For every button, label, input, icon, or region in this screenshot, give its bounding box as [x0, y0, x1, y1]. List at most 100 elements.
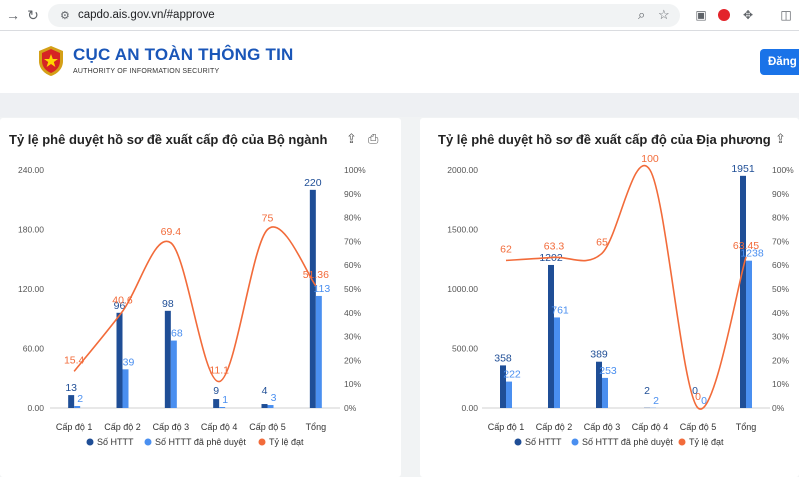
x-tick-label: Cấp độ 5	[680, 422, 717, 432]
bar-approved	[506, 381, 512, 408]
chart-title: Tỷ lệ phê duyệt hồ sơ đề xuất cấp độ của…	[438, 132, 771, 147]
y2-tick-label: 0%	[772, 403, 785, 413]
x-tick-label: Tổng	[736, 422, 757, 432]
site-info-icon[interactable]: ⚙	[60, 10, 70, 22]
bookmark-star-icon[interactable]: ☆	[658, 7, 670, 22]
bar-approved	[746, 260, 752, 408]
legend-label: Số HTTT đã phê duyệt	[582, 437, 673, 447]
chart-card-localities: Tỷ lệ phê duyệt hồ sơ đề xuất cấp độ của…	[420, 118, 799, 477]
x-tick-label: Cấp độ 4	[632, 422, 669, 432]
data-label-approved: 222	[503, 369, 521, 381]
y2-tick-label: 30%	[772, 332, 789, 342]
y-tick-label: 240.00	[18, 165, 44, 175]
y-tick-label: 60.00	[23, 344, 45, 354]
x-tick-label: Cấp độ 1	[488, 422, 525, 432]
data-label-approved: 1238	[740, 248, 764, 260]
y2-tick-label: 100%	[772, 165, 794, 175]
y2-tick-label: 40%	[772, 308, 789, 318]
data-label-total: 4	[262, 385, 268, 397]
brand-title[interactable]: CỤC AN TOÀN THÔNG TIN	[73, 45, 294, 64]
extension-icon[interactable]: ▣	[695, 8, 707, 22]
y2-tick-label: 70%	[344, 236, 361, 246]
bar-approved	[602, 377, 608, 408]
y-tick-label: 500.00	[452, 344, 478, 354]
browser-toolbar: → ↻ ⚙ capdo.ais.gov.vn/#approve ⌕ ☆ ▣ ✥ …	[0, 0, 799, 31]
x-tick-label: Cấp độ 5	[249, 422, 286, 432]
y2-tick-label: 30%	[344, 332, 361, 342]
bar-total	[309, 189, 316, 408]
bar-total	[116, 312, 123, 408]
rate-line	[73, 226, 317, 383]
data-label-rate: 0	[695, 391, 701, 403]
x-tick-label: Cấp độ 1	[56, 422, 93, 432]
legend-marker	[258, 438, 266, 446]
chart-title: Tỷ lệ phê duyệt hồ sơ đề xuất cấp độ của…	[9, 132, 328, 147]
bar-approved	[554, 317, 560, 408]
data-label-approved: 253	[599, 365, 617, 377]
legend-label: Tỷ lệ đạt	[269, 437, 304, 447]
puzzle-extensions-icon[interactable]: ✥	[742, 8, 754, 22]
y2-tick-label: 10%	[772, 379, 789, 389]
data-label-rate: 51.36	[303, 269, 329, 281]
y2-tick-label: 60%	[344, 260, 361, 270]
sidepanel-icon[interactable]: ◫	[780, 8, 792, 22]
y-tick-label: 120.00	[18, 284, 44, 294]
data-label-approved: 3	[271, 392, 277, 404]
data-label-rate: 63.3	[544, 240, 565, 252]
data-label-approved: 113	[313, 283, 330, 295]
login-button[interactable]: Đăng	[760, 49, 799, 75]
bar-approved	[219, 407, 226, 408]
y2-tick-label: 80%	[344, 213, 361, 223]
x-tick-label: Cấp độ 3	[584, 422, 621, 432]
data-label-approved: 1	[222, 394, 228, 406]
data-label-rate: 15.4	[64, 354, 85, 366]
data-label-approved: 2	[77, 393, 83, 405]
rate-line	[505, 165, 747, 410]
y2-tick-label: 0%	[344, 403, 357, 413]
share-icon[interactable]: ⇪	[346, 131, 357, 146]
url-text[interactable]: capdo.ais.gov.vn/#approve	[78, 9, 215, 21]
bar-total	[500, 365, 506, 408]
bar-approved	[315, 295, 322, 408]
y-tick-label: 1000.00	[447, 284, 478, 294]
y2-tick-label: 50%	[344, 284, 361, 294]
share-icon[interactable]: ⇪	[775, 131, 786, 146]
bar-total	[261, 404, 268, 408]
legend-label: Số HTTT	[525, 437, 562, 447]
data-label-rate: 65	[596, 236, 608, 248]
legend-label: Số HTTT	[97, 437, 134, 447]
y-tick-label: 180.00	[18, 225, 44, 235]
reload-icon[interactable]: ↻	[27, 6, 39, 23]
data-label-rate: 62	[500, 243, 512, 255]
data-label-total: 220	[304, 177, 322, 189]
data-label-total: 0	[692, 385, 698, 397]
chart-ministries: 0.00 60.00 120.00 180.00 240.00 0% 10% 20% 30% 40…	[18, 165, 366, 447]
opera-extension-icon[interactable]	[716, 7, 732, 23]
x-tick-label: Cấp độ 4	[201, 422, 238, 432]
data-label-rate: 75	[262, 213, 274, 225]
legend-label: Số HTTT đã phê duyệt	[155, 437, 246, 447]
legend-label: Tỷ lệ đạt	[689, 437, 724, 447]
data-label-rate: 11.1	[209, 365, 229, 377]
chart-card-ministries: Tỷ lệ phê duyệt hồ sơ đề xuất cấp độ của…	[0, 118, 401, 477]
bar-total	[164, 310, 171, 408]
y2-tick-label: 100%	[344, 165, 366, 175]
data-label-total: 13	[65, 382, 77, 394]
forward-icon[interactable]: →	[6, 7, 20, 23]
print-icon[interactable]: ⎙	[368, 131, 379, 146]
data-label-total: 389	[590, 349, 608, 361]
bar-approved	[170, 340, 177, 408]
chart-localities: 0.00 500.00 1000.00 1500.00 2000.00 0% 10% 20% 3…	[447, 153, 794, 447]
y2-tick-label: 20%	[772, 355, 789, 365]
bar-approved	[74, 406, 81, 408]
emblem-logo	[39, 46, 63, 76]
legend-marker	[571, 438, 579, 446]
legend-marker	[678, 438, 686, 446]
data-label-total: 9	[213, 385, 219, 397]
bar-total	[548, 264, 554, 408]
zoom-icon[interactable]: ⌕	[638, 7, 646, 22]
address-bar[interactable]: ⚙ capdo.ais.gov.vn/#approve ⌕ ☆	[48, 4, 680, 27]
site-header: CỤC AN TOÀN THÔNG TIN AUTHORITY OF INFOR…	[0, 31, 799, 93]
bar-approved	[122, 369, 129, 408]
bar-total	[68, 395, 75, 408]
